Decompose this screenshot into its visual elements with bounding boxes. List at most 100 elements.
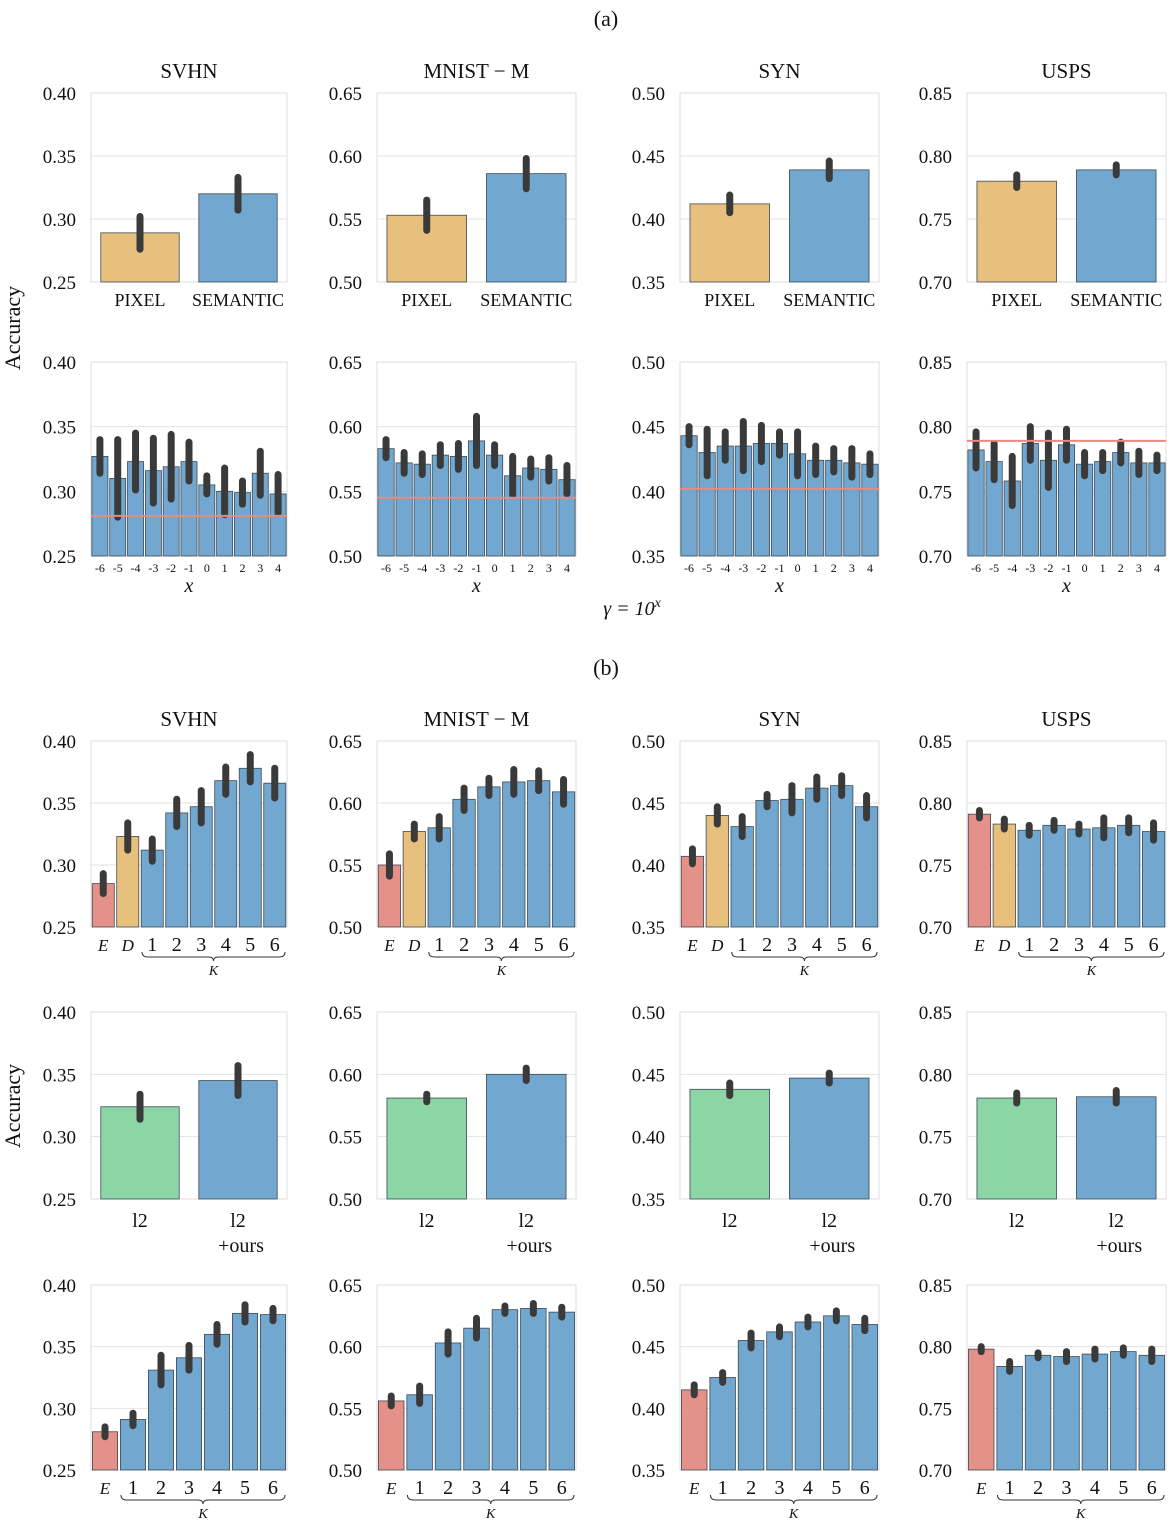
y-tick-label: 0.65 bbox=[329, 732, 362, 753]
x-tick-label: -4 bbox=[417, 561, 427, 575]
y-tick-label: 0.45 bbox=[632, 147, 665, 168]
y-tick-label: 0.75 bbox=[919, 482, 952, 503]
x-tick-label: D bbox=[121, 936, 135, 955]
k-brace bbox=[120, 1494, 286, 1505]
subplot-1-2: 0.50 0.55 0.60 0.65 MNIST − M PIXEL SEMANTIC bbox=[329, 59, 577, 310]
x-tick-label: 5 bbox=[240, 1477, 250, 1499]
x-tick-label: 0 bbox=[1082, 561, 1088, 575]
x-tick-label: 5 bbox=[1124, 934, 1134, 956]
x-axis-label: K bbox=[788, 1507, 799, 1522]
y-tick-label: 0.35 bbox=[43, 1338, 76, 1359]
bar bbox=[1042, 824, 1066, 928]
bar bbox=[1024, 1354, 1052, 1471]
bar bbox=[780, 798, 804, 928]
bar bbox=[198, 1080, 278, 1200]
bar bbox=[823, 1315, 850, 1471]
y-tick-label: 0.85 bbox=[919, 732, 952, 753]
x-tick-label: l2 +ours bbox=[1096, 1210, 1142, 1257]
y-tick-label: 0.25 bbox=[43, 547, 76, 568]
bar bbox=[477, 786, 501, 928]
y-tick-label: 0.35 bbox=[632, 1190, 665, 1211]
k-brace bbox=[996, 1494, 1165, 1505]
x-tick-label: 0 bbox=[492, 561, 498, 575]
x-tick-label: 6 bbox=[860, 1477, 870, 1499]
x-tick-label: D bbox=[407, 936, 421, 955]
bar bbox=[680, 435, 698, 557]
bar bbox=[992, 823, 1016, 928]
y-tick-label: 0.80 bbox=[919, 1065, 952, 1086]
subplot-3-2: 0.50 0.55 0.60 0.65 MNIST − M E D 1 2 3 4 5 6 K bbox=[329, 707, 577, 979]
bar bbox=[486, 454, 504, 557]
k-brace bbox=[709, 1494, 878, 1505]
x-tick-label: PIXEL bbox=[991, 290, 1042, 310]
bar bbox=[766, 1331, 793, 1471]
y-tick-label: 0.70 bbox=[919, 1190, 952, 1211]
x-tick-label: PIXEL bbox=[704, 290, 755, 310]
x-tick-label: -5 bbox=[399, 561, 409, 575]
y-tick-label: 0.40 bbox=[632, 482, 665, 503]
bar bbox=[705, 815, 729, 928]
x-tick-label: 1 bbox=[718, 1477, 728, 1499]
y-tick-label: 0.40 bbox=[632, 856, 665, 877]
bar bbox=[502, 781, 526, 928]
x-tick-label: -6 bbox=[971, 561, 981, 575]
y-tick-label: 0.40 bbox=[632, 1128, 665, 1149]
bar bbox=[996, 1366, 1023, 1471]
y-tick-label: 0.80 bbox=[919, 147, 952, 168]
k-brace bbox=[1018, 951, 1165, 962]
x-tick-label: PIXEL bbox=[401, 290, 452, 310]
x-tick-label: l2 bbox=[419, 1210, 435, 1232]
bar bbox=[522, 467, 540, 557]
panel-a-label: (a) bbox=[594, 6, 618, 31]
x-tick-label: -6 bbox=[684, 561, 694, 575]
y-tick-label: 0.75 bbox=[919, 856, 952, 877]
x-tick-label: E bbox=[688, 1479, 700, 1498]
x-tick-label: -3 bbox=[1025, 561, 1035, 575]
subplot-1-3: 0.35 0.40 0.45 0.50 SYN PIXEL SEMANTIC bbox=[632, 59, 880, 310]
x-tick-label: SEMANTIC bbox=[783, 290, 875, 310]
bar bbox=[1117, 824, 1141, 928]
x-tick-label: 3 bbox=[546, 561, 552, 575]
x-tick-label: 0 bbox=[204, 561, 210, 575]
y-tick-label: 0.40 bbox=[632, 210, 665, 231]
x-tick-label: SEMANTIC bbox=[192, 290, 284, 310]
bar bbox=[548, 1311, 575, 1471]
x-tick-label: 4 bbox=[275, 561, 281, 575]
bar bbox=[770, 443, 789, 557]
x-tick-label: -2 bbox=[756, 561, 766, 575]
x-tick-label: l2 bbox=[132, 1210, 148, 1232]
x-tick-label: 2 bbox=[1049, 934, 1059, 956]
y-tick-label: 0.40 bbox=[43, 353, 76, 374]
subplot-5-4: 0.70 0.75 0.80 0.85 E 1 2 3 4 5 6 K bbox=[919, 1276, 1167, 1522]
subplot-4-4: 0.70 0.75 0.80 0.85 l2 l2 +ours bbox=[919, 1003, 1167, 1257]
x-tick-label: 3 bbox=[787, 934, 797, 956]
k-brace bbox=[406, 1494, 575, 1505]
subplot-title: USPS bbox=[1041, 707, 1091, 731]
y-tick-label: 0.50 bbox=[632, 84, 665, 105]
y-tick-label: 0.55 bbox=[329, 482, 362, 503]
x-tick-label: 2 bbox=[239, 561, 245, 575]
bar bbox=[238, 767, 262, 928]
y-tick-label: 0.65 bbox=[329, 1276, 362, 1297]
y-tick-label: 0.35 bbox=[43, 147, 76, 168]
bar bbox=[1112, 452, 1130, 557]
y-tick-label: 0.80 bbox=[919, 794, 952, 815]
bar bbox=[378, 1400, 405, 1471]
x-tick-label: l2 bbox=[1009, 1210, 1025, 1232]
x-tick-label: 2 bbox=[762, 934, 772, 956]
y-tick-label: 0.70 bbox=[919, 918, 952, 939]
y-tick-label: 0.50 bbox=[329, 918, 362, 939]
subplot-1-4: 0.70 0.75 0.80 0.85 USPS PIXEL SEMANTIC bbox=[919, 59, 1167, 310]
subplot-2-4: 0.70 0.75 0.80 0.85 -6 -5 -4 -3 -2 -1 0 1 2 3 4 x bbox=[919, 353, 1167, 597]
subplot-4-2: 0.50 0.55 0.60 0.65 l2 l2 +ours bbox=[329, 1003, 577, 1257]
x-tick-label: -3 bbox=[738, 561, 748, 575]
x-tick-label: 2 bbox=[746, 1477, 756, 1499]
x-tick-label: -6 bbox=[95, 561, 105, 575]
x-tick-label: 4 bbox=[1090, 1477, 1100, 1499]
x-axis-label: x bbox=[471, 575, 481, 597]
y-tick-label: 0.45 bbox=[632, 418, 665, 439]
y-tick-label: 0.30 bbox=[43, 856, 76, 877]
x-tick-label: 1 bbox=[1024, 934, 1034, 956]
x-tick-label: -1 bbox=[472, 561, 482, 575]
